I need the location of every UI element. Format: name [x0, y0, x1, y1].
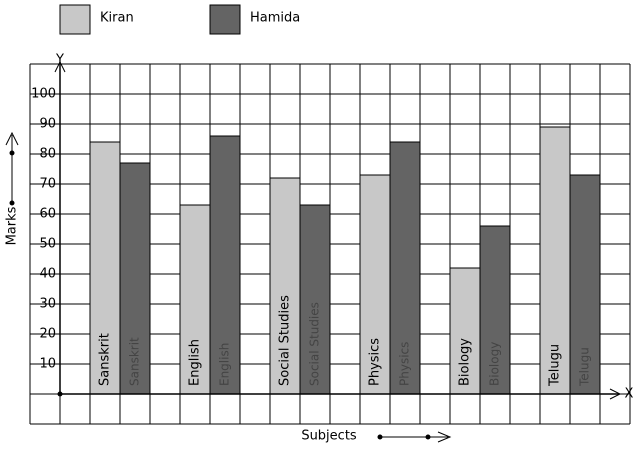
- bar-category-label: Physics: [368, 338, 383, 386]
- bar: [389, 141, 421, 395]
- y-tick-label: 70: [39, 177, 56, 192]
- bar-category-label: Telugu: [548, 344, 563, 387]
- bar-category-label: Sanskrit: [98, 333, 113, 386]
- y-axis-label: Marks: [5, 206, 20, 245]
- bar-category-label: Telugu: [578, 347, 592, 387]
- y-axis-name: Y: [55, 53, 64, 68]
- legend-swatch: [209, 4, 241, 35]
- bar: [449, 267, 481, 395]
- bar-category-label: English: [188, 339, 203, 386]
- y-tick-label: 30: [39, 297, 56, 312]
- legend-label: Hamida: [250, 11, 300, 26]
- bar-category-label: Physics: [398, 342, 412, 386]
- subjects-arrow: [377, 431, 452, 443]
- bar-category-label: English: [218, 343, 232, 386]
- legend-swatch: [59, 4, 91, 35]
- y-tick-label: 40: [39, 267, 56, 282]
- y-tick-label: 100: [31, 87, 56, 102]
- y-tick-label: 80: [39, 147, 56, 162]
- legend-label: Kiran: [100, 11, 134, 26]
- bar: [359, 174, 391, 395]
- bar: [479, 225, 511, 395]
- y-tick-label: 90: [39, 117, 56, 132]
- y-tick-label: 20: [39, 327, 56, 342]
- marks-arrow: [5, 131, 19, 206]
- bar-category-label: Biology: [458, 338, 473, 386]
- bar: [209, 135, 241, 395]
- origin-dot: [57, 391, 63, 397]
- y-tick-label: 50: [39, 237, 56, 252]
- y-tick-label: 60: [39, 207, 56, 222]
- bar-category-label: Social Studies: [308, 302, 322, 386]
- bar-category-label: Sanskrit: [128, 337, 142, 386]
- bar: [299, 204, 331, 395]
- bar-category-label: Biology: [488, 342, 502, 386]
- bar: [569, 174, 601, 395]
- bar: [179, 204, 211, 395]
- y-arrow: [54, 60, 66, 73]
- x-axis-label: Subjects: [301, 429, 357, 444]
- y-tick-label: 10: [39, 357, 56, 372]
- bar-category-label: Social Studies: [278, 295, 293, 386]
- x-arrow: [609, 388, 622, 400]
